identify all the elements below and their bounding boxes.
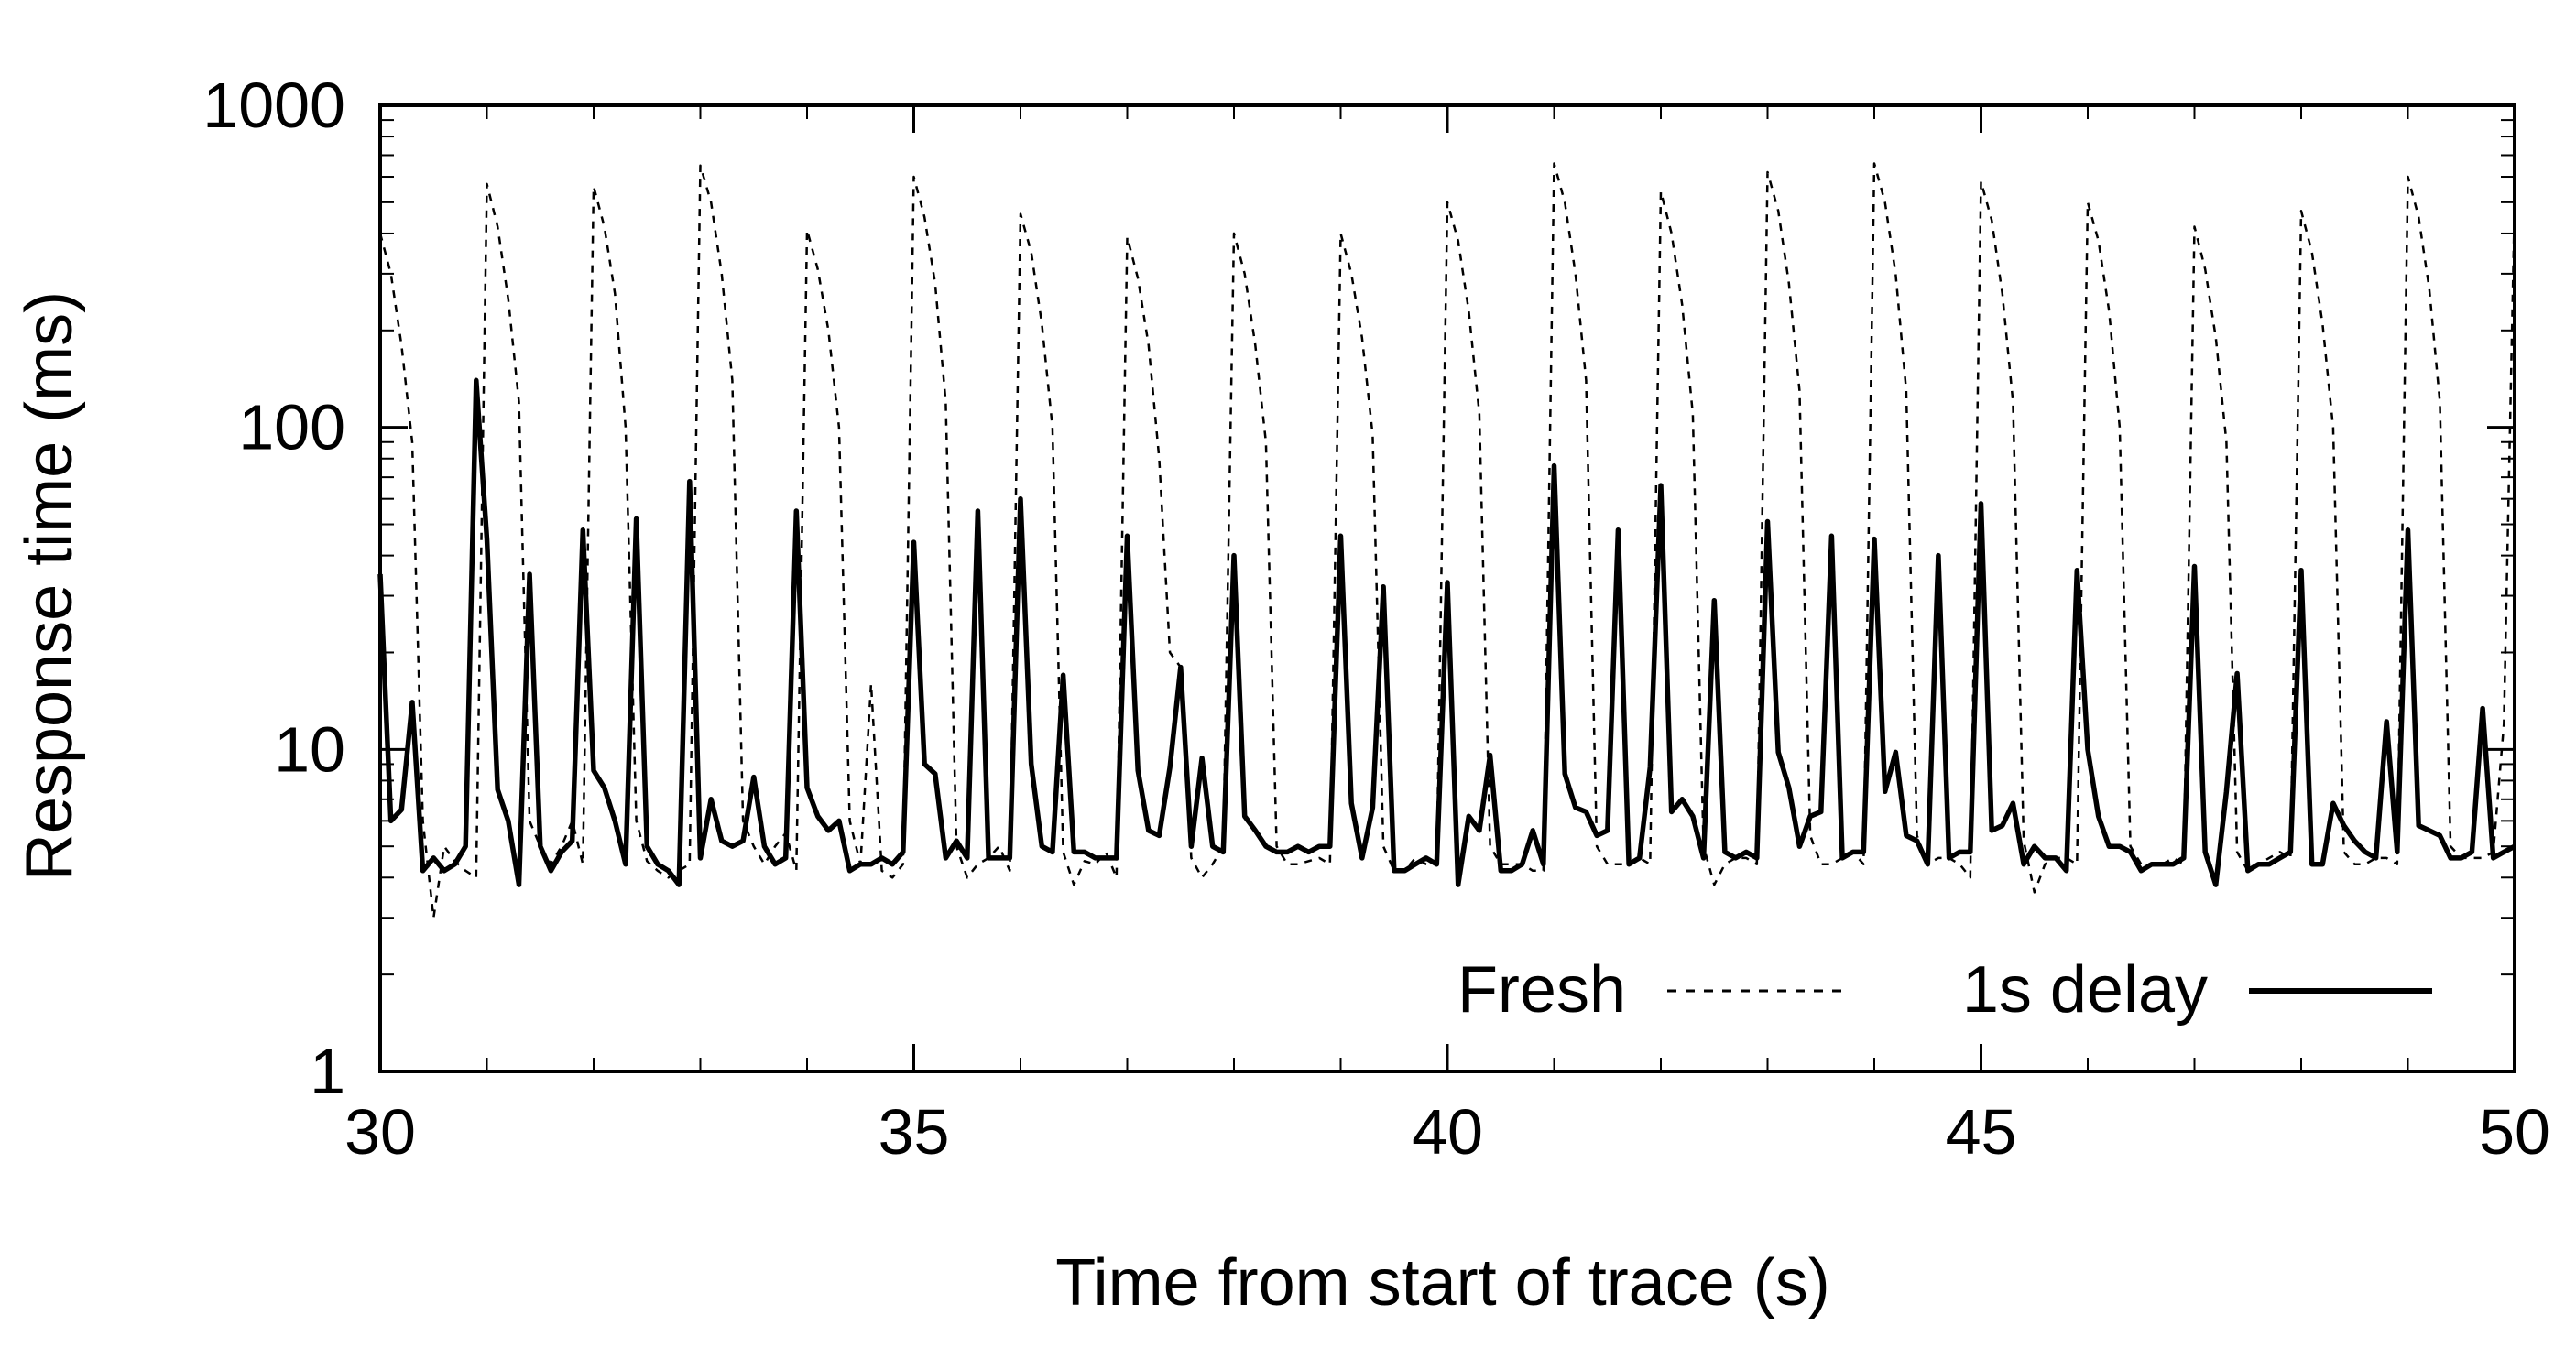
y-tick-label: 1 [310, 1036, 345, 1107]
y-axis-title: Response time (ms) [13, 291, 86, 881]
y-tick-label: 100 [238, 392, 345, 463]
legend-label-1s-delay: 1s delay [1962, 953, 2208, 1027]
legend: Fresh 1s delay [1457, 953, 2432, 1027]
series-line-fresh [378, 162, 2516, 919]
x-axis-title: Time from start of trace (s) [1055, 1246, 1829, 1320]
x-tick-label: 45 [1946, 1096, 2017, 1168]
series-line-1s-delay [377, 377, 2516, 887]
x-tick-label: 30 [344, 1096, 416, 1168]
y-tick-label: 1000 [202, 70, 345, 141]
tick-labels: 30 35 40 45 50 1 10 100 1000 [202, 70, 2550, 1168]
series-layer [377, 162, 2516, 919]
legend-label-fresh: Fresh [1457, 953, 1626, 1027]
x-tick-label: 40 [1412, 1096, 1483, 1168]
y-tick-label: 10 [274, 713, 345, 785]
x-tick-label: 50 [2479, 1096, 2550, 1168]
ticks [378, 103, 2516, 1073]
x-tick-label: 35 [879, 1096, 950, 1168]
